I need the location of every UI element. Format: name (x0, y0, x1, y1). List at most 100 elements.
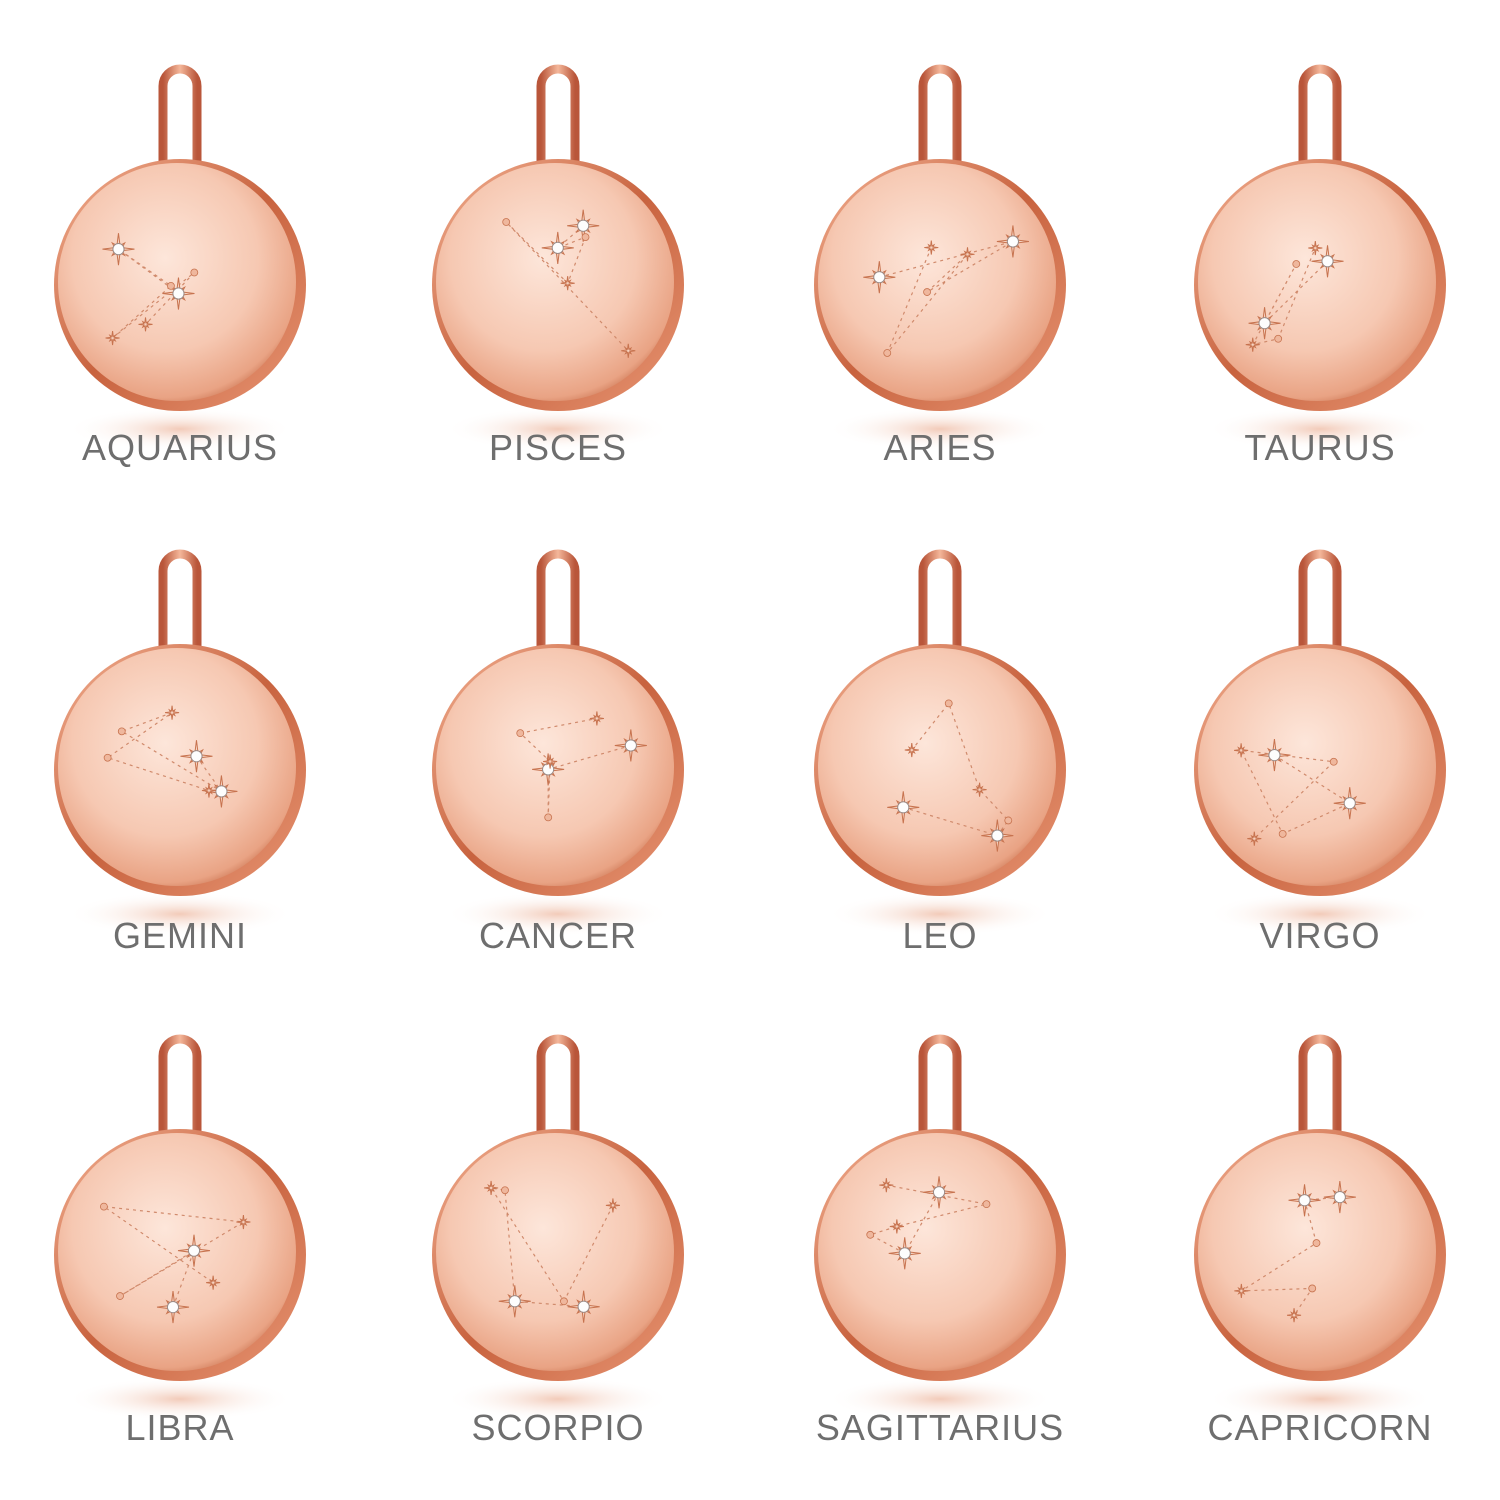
disc-face (436, 163, 674, 401)
pendant: TAURUS (1194, 64, 1446, 468)
engraved-dot (581, 233, 590, 242)
constellation-line (903, 702, 1010, 837)
pendant: VIRGO (1194, 549, 1446, 956)
disc-face (58, 1133, 296, 1371)
pendant-label: GEMINI (113, 915, 247, 956)
engraved-dot (100, 1202, 108, 1211)
pendant-label: LIBRA (125, 1407, 234, 1448)
reflection (66, 407, 294, 451)
diamond (873, 271, 886, 284)
engraved-star (1286, 1308, 1302, 1323)
diamond (172, 287, 185, 300)
constellation-line (103, 1206, 246, 1308)
diamond (1258, 317, 1271, 330)
reflection (1206, 407, 1434, 451)
pendant: LIBRA (54, 1034, 306, 1448)
pendant-label: CAPRICORN (1207, 1407, 1432, 1448)
engraved-star (164, 705, 180, 720)
engraved-star (879, 1178, 894, 1193)
engraved-star (236, 1214, 251, 1230)
engraved-dot (923, 288, 931, 296)
reflection (444, 407, 672, 451)
diamond (991, 829, 1004, 842)
engraved-star (543, 754, 558, 769)
diamond (1343, 797, 1356, 810)
diamond (1006, 235, 1020, 248)
pendant-label: VIRGO (1259, 915, 1380, 956)
engraved-star (105, 330, 120, 346)
engraved-dot (1004, 816, 1013, 825)
engraved-dot (1308, 1284, 1317, 1293)
engraved-star (484, 1180, 499, 1196)
pendant-label: SCORPIO (471, 1407, 644, 1448)
engraved-star (904, 742, 919, 758)
disc-face (1198, 163, 1436, 401)
engraved-dot (502, 218, 511, 226)
disc-face (58, 648, 296, 886)
engraved-dot (117, 727, 126, 736)
pendant: CANCER (432, 549, 684, 956)
diamond (577, 1300, 590, 1313)
engraved-star (1308, 240, 1323, 256)
diamond (1268, 748, 1281, 762)
pendant: SCORPIO (432, 1034, 684, 1448)
constellation-line (112, 248, 195, 339)
engraved-star (924, 240, 939, 255)
reflection (826, 1377, 1054, 1421)
engraved-dot (1274, 334, 1283, 343)
disc-face (818, 1133, 1056, 1371)
pendant-label: AQUARIUS (82, 427, 278, 468)
diamond (898, 1247, 911, 1260)
disc-face (818, 648, 1056, 886)
constellation-line (106, 712, 222, 792)
disc-face (1198, 648, 1436, 886)
engraved-dot (1292, 260, 1301, 268)
engraved-dot (1312, 1239, 1321, 1247)
engraved-dot (501, 1186, 509, 1195)
reflection (66, 892, 294, 936)
diamond (932, 1186, 946, 1199)
engraved-star (972, 782, 987, 797)
disc-face (436, 1133, 674, 1371)
reflection (826, 407, 1054, 451)
reflection (66, 1377, 294, 1421)
pendant-label: ARIES (883, 427, 996, 468)
engraved-dot (544, 813, 553, 822)
diamond (1298, 1194, 1311, 1207)
pendant: LEO (814, 549, 1066, 956)
diamond (1321, 255, 1334, 268)
diamond (577, 219, 590, 232)
engraved-dot (190, 268, 199, 277)
diamond (1333, 1190, 1346, 1204)
diamond (897, 801, 910, 814)
engraved-dot (944, 699, 953, 708)
engraved-dot (866, 1230, 875, 1239)
engraved-star (589, 711, 604, 726)
diamond (112, 243, 125, 256)
engraved-star (1245, 337, 1260, 352)
engraved-star (889, 1219, 904, 1234)
pendant: PISCES (432, 64, 684, 468)
diamond (624, 739, 637, 752)
pendant: GEMINI (54, 549, 306, 956)
engraved-dot (167, 281, 175, 290)
pendant-label: LEO (902, 915, 977, 956)
diamond (508, 1295, 521, 1308)
pendant-label: TAURUS (1244, 427, 1395, 468)
constellation-line (518, 717, 631, 818)
disc-face (58, 163, 296, 401)
engraved-star (605, 1198, 620, 1213)
diamond (551, 241, 564, 255)
diamond (215, 785, 228, 798)
engraved-dot (103, 753, 112, 762)
engraved-dot (116, 1292, 124, 1300)
reflection (444, 892, 672, 936)
engraved-dot (516, 729, 525, 738)
engraved-dot (1278, 830, 1287, 838)
disc-face (1198, 1133, 1436, 1371)
engraved-dot (560, 1297, 568, 1306)
engraved-star (621, 343, 636, 358)
engraved-dot (982, 1200, 991, 1209)
pendant-label: SAGITTARIUS (816, 1407, 1064, 1448)
